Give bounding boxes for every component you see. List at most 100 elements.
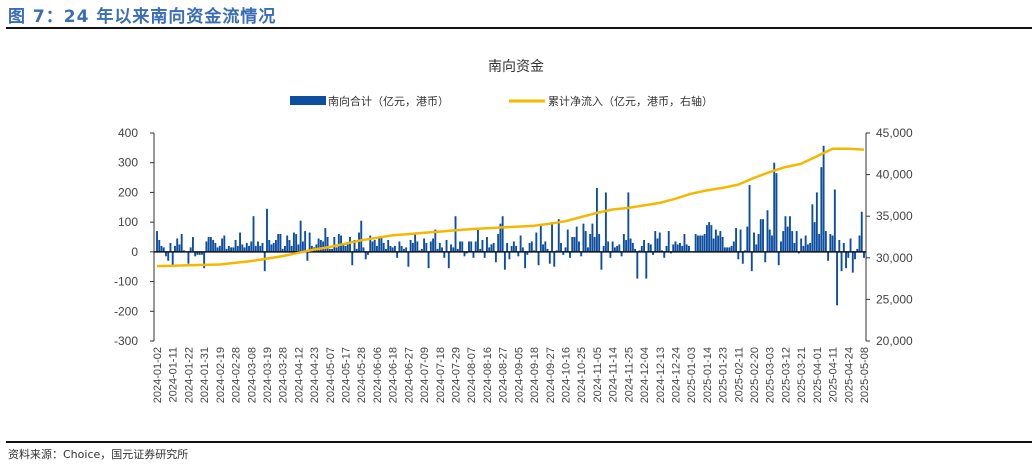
x-tick-label: 2024-12-04 (639, 347, 651, 403)
flow-bar (194, 251, 197, 257)
flow-bar (851, 251, 854, 273)
flow-bar (780, 241, 782, 252)
x-tick-label: 2024-05-07 (325, 347, 337, 403)
flow-bar (584, 231, 587, 252)
x-tick-label: 2024-02-28 (231, 347, 243, 403)
left-tick-label: 0 (131, 245, 138, 259)
flow-bar (676, 244, 679, 252)
flow-bar (589, 234, 592, 252)
flow-bar (784, 216, 787, 252)
x-tick-label: 2025-01-14 (702, 347, 714, 403)
right-tick-label: 35,000 (876, 209, 913, 223)
legend: 南向合计（亿元，港币） 累计净流入（亿元，港币，右轴） (290, 94, 713, 108)
flow-bar (856, 248, 859, 252)
flow-bar (827, 251, 830, 261)
flow-bar (786, 226, 789, 252)
flow-bar (721, 237, 724, 252)
right-tick-label: 40,000 (876, 168, 913, 182)
flow-bar (665, 245, 668, 252)
legend-label-bars: 南向合计（亿元，港币） (328, 94, 449, 108)
left-tick-label: 100 (118, 215, 138, 229)
flow-bar (768, 229, 771, 252)
flow-bar (517, 251, 520, 257)
flow-bar (508, 251, 511, 260)
flow-bar (470, 241, 473, 252)
flow-bar (762, 219, 764, 252)
flow-bar (425, 242, 428, 252)
flow-bar (353, 239, 356, 252)
flow-bar (322, 241, 325, 252)
flow-bar (398, 241, 401, 252)
flow-bar (156, 231, 158, 252)
flow-bar (483, 251, 486, 258)
flow-bar (551, 222, 553, 252)
flow-bar (573, 237, 576, 252)
flow-bar (257, 241, 259, 252)
flow-bar (477, 228, 479, 252)
flow-bar (503, 251, 506, 270)
flow-bar (216, 247, 219, 252)
flow-bar (207, 237, 210, 252)
flow-bar (272, 242, 275, 252)
flow-bar (800, 238, 803, 252)
x-tick-label: 2024-10-16 (561, 347, 573, 403)
flow-bar (840, 251, 843, 272)
flow-bar (162, 247, 165, 252)
flow-bar (717, 235, 720, 252)
flow-bar (845, 251, 847, 269)
flow-bar (793, 242, 796, 252)
flow-bar (281, 248, 284, 252)
flow-bar (501, 216, 504, 252)
x-tick-label: 2025-04-11 (828, 347, 840, 402)
x-tick-label: 2024-12-13 (655, 347, 667, 403)
x-tick-label: 2024-01-31 (199, 347, 211, 403)
x-tick-label: 2024-08-07 (466, 347, 478, 403)
flow-bar (355, 248, 358, 252)
flow-bar (275, 239, 277, 252)
flow-bar (432, 238, 435, 252)
flow-bar (710, 225, 713, 252)
flow-bar (227, 245, 230, 252)
flow-bar (607, 241, 610, 252)
flow-bar (234, 239, 237, 252)
flow-bar (187, 251, 190, 264)
x-tick-label: 2024-09-18 (529, 347, 541, 403)
flow-bar (553, 251, 556, 267)
x-tick-label: 2024-11-14 (608, 347, 620, 402)
x-tick-label: 2024-10-25 (576, 347, 588, 403)
right-tick-label: 45,000 (876, 126, 913, 140)
flow-bar (191, 237, 194, 252)
flow-bar (683, 234, 686, 252)
flow-bar (566, 229, 569, 252)
flow-bar (818, 234, 821, 252)
flow-bar (367, 251, 369, 255)
flow-bar (494, 251, 497, 263)
x-tick-label: 2024-05-17 (341, 347, 353, 403)
right-tick-label: 20,000 (876, 334, 913, 348)
flow-bar (423, 238, 426, 252)
flow-bar (351, 251, 354, 266)
flow-bar (344, 245, 347, 252)
flow-bar (757, 234, 760, 252)
x-tick-label: 2024-07-18 (435, 347, 447, 403)
x-tick-label: 2024-07-29 (451, 347, 463, 403)
flow-bar (842, 242, 845, 252)
flow-bar (286, 235, 289, 252)
flow-bar (510, 245, 513, 252)
x-tick-label: 2024-01-11 (168, 347, 180, 402)
flow-bar (766, 210, 769, 252)
flow-bar (604, 192, 607, 252)
flow-bar (802, 245, 805, 252)
x-tick-label: 2024-09-27 (545, 347, 557, 403)
flow-bar (564, 247, 567, 252)
flow-bar (560, 242, 562, 252)
flow-bar (218, 245, 221, 252)
flow-bar (634, 248, 637, 252)
cumulative-line (156, 147, 865, 268)
flow-bar (304, 231, 307, 252)
flow-bar (292, 232, 295, 252)
flow-bar (582, 223, 585, 252)
flow-bar (306, 251, 309, 261)
footer-divider (6, 441, 1032, 443)
flow-bar (492, 242, 495, 252)
